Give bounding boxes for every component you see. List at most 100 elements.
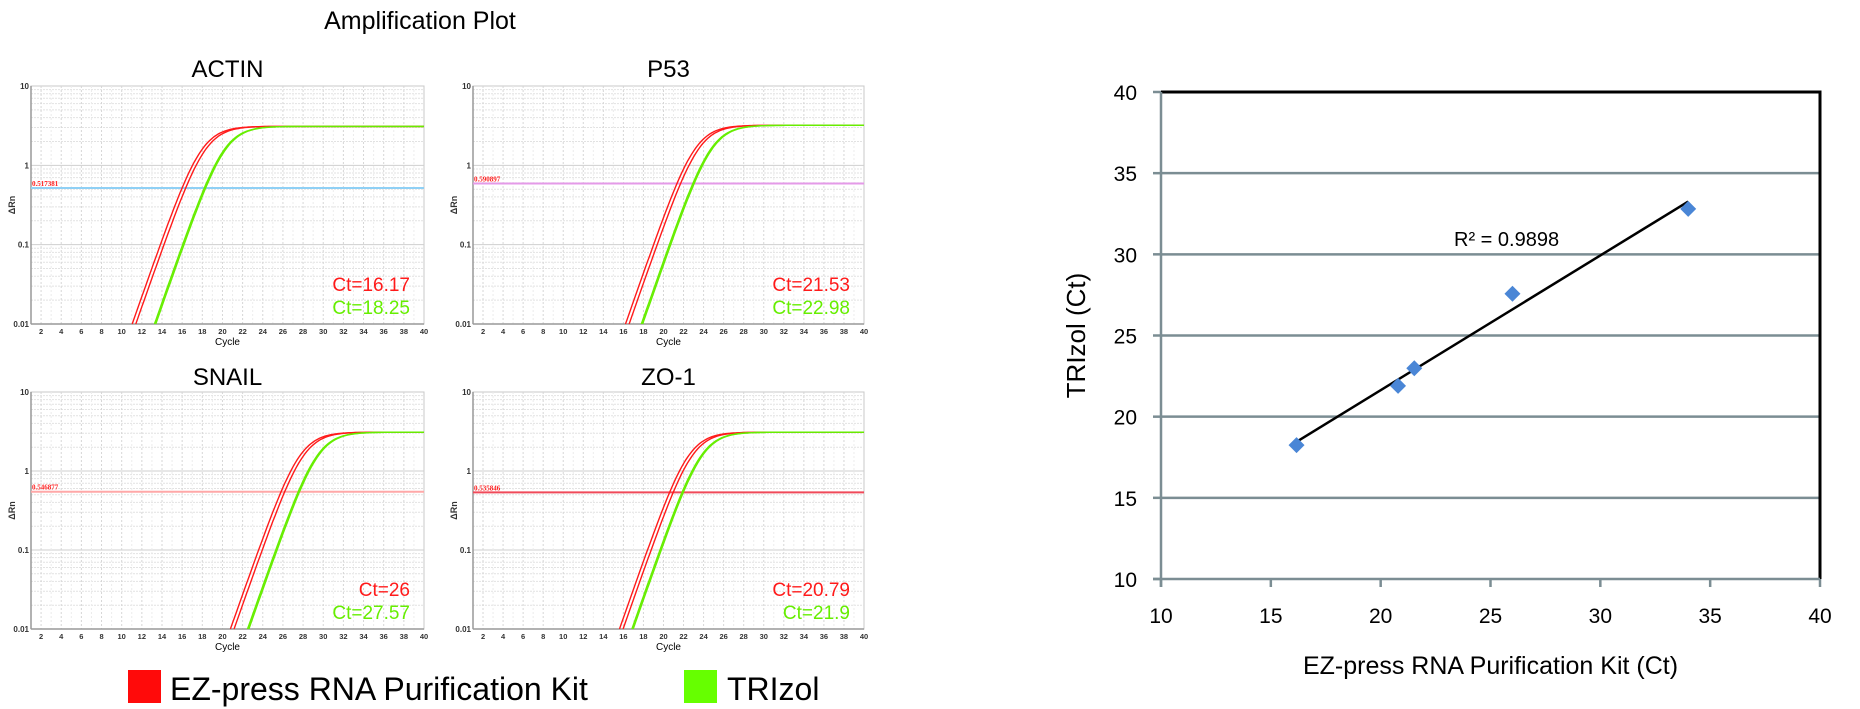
x-tick-label: 30 (760, 632, 768, 641)
x-tick-label: 14 (158, 327, 167, 336)
ct-label-trizol: Ct=18.25 (332, 298, 410, 319)
y-tick-label: 0.01 (13, 625, 29, 634)
y-axis-label: ΔRn (7, 196, 17, 214)
x-tick-label: 10 (118, 632, 126, 641)
x-axis-label: Cycle (656, 337, 681, 348)
data-point (1390, 377, 1407, 394)
legend-label-ez-press: EZ-press RNA Purification Kit (170, 671, 588, 707)
x-tick-label: 4 (501, 632, 506, 641)
amplification-curve-trizol-rep2 (642, 124, 864, 325)
x-tick-label: 24 (259, 632, 268, 641)
y-axis-label: ΔRn (449, 501, 459, 519)
x-tick-label: 36 (820, 327, 828, 336)
x-tick-label: 18 (639, 327, 647, 336)
y-axis-label: ΔRn (449, 196, 459, 214)
y-tick-label: 1 (467, 467, 472, 476)
x-tick-label: 38 (400, 632, 408, 641)
x-tick-label: 28 (299, 327, 307, 336)
ct-label-ez-press-rna-purification-kit: Ct=21.53 (772, 275, 850, 296)
y-tick-label: 10 (20, 82, 29, 91)
x-tick-label: 34 (800, 632, 809, 641)
x-tick-label: 12 (138, 632, 146, 641)
y-tick-label: 10 (462, 388, 471, 397)
x-tick-label: 40 (1808, 605, 1831, 628)
y-tick-label: 1 (25, 161, 30, 170)
y-tick-label: 0.01 (455, 625, 471, 634)
x-tick-label: 18 (198, 632, 206, 641)
x-tick-label: 4 (501, 327, 506, 336)
ct-label-ez-press-rna-purification-kit: Ct=26 (359, 580, 410, 601)
y-tick-label: 10 (1114, 569, 1137, 592)
x-tick-label: 28 (299, 632, 307, 641)
x-tick-label: 20 (1369, 605, 1392, 628)
x-tick-label: 10 (118, 327, 126, 336)
x-tick-label: 36 (380, 327, 388, 336)
plot-area (30, 391, 425, 630)
scatter-chart: 10 15 20 25 30 35 40 10 15 20 25 30 35 40 R² = 0.9898 E… (1061, 82, 1832, 680)
x-tick-label: 20 (218, 632, 226, 641)
grid (31, 86, 424, 324)
ct-label-trizol: Ct=21.9 (783, 603, 850, 624)
x-tick-label: 4 (59, 632, 64, 641)
x-tick-label: 22 (679, 327, 687, 336)
data-point (1504, 285, 1521, 302)
plot-area (30, 85, 425, 325)
x-axis-label: Cycle (656, 642, 681, 653)
ct-label-ez-press-rna-purification-kit: Ct=16.17 (332, 275, 410, 296)
x-tick-label: 26 (719, 632, 727, 641)
threshold-label: 0.517381 (32, 180, 59, 188)
trendline (1295, 200, 1689, 443)
x-tick-label: 10 (559, 632, 567, 641)
legend: EZ-press RNA Purification Kit TRIzol (128, 670, 819, 707)
x-tick-label: 38 (840, 632, 848, 641)
x-tick-label: 25 (1479, 605, 1502, 628)
grid (31, 392, 424, 629)
x-tick-label: 2 (39, 632, 43, 641)
y-axis-label: ΔRn (7, 501, 17, 519)
x-tick-label: 15 (1259, 605, 1282, 628)
y-tick-label: 1 (25, 467, 30, 476)
x-tick-label: 32 (780, 632, 788, 641)
x-tick-label: 38 (400, 327, 408, 336)
legend-label-trizol: TRIzol (727, 671, 819, 707)
y-tick-label: 40 (1114, 82, 1137, 105)
x-tick-label: 16 (178, 327, 186, 336)
x-tick-label: 12 (579, 632, 587, 641)
x-tick-label: 30 (319, 632, 327, 641)
x-tick-label: 26 (719, 327, 727, 336)
ct-label-trizol: Ct=22.98 (772, 298, 850, 319)
x-tick-label: 30 (760, 327, 768, 336)
y-tick-label: 0.1 (460, 241, 472, 250)
legend-swatch-trizol (684, 670, 717, 703)
ct-label-ez-press-rna-purification-kit: Ct=20.79 (772, 580, 850, 601)
x-tick-label: 2 (481, 327, 485, 336)
x-tick-label: 40 (420, 632, 428, 641)
x-tick-label: 8 (99, 327, 103, 336)
x-tick-label: 6 (521, 632, 525, 641)
x-tick-label: 16 (178, 632, 186, 641)
y-axis-title: TRIzol (Ct) (1061, 273, 1091, 399)
x-tick-label: 22 (238, 327, 246, 336)
amplification-curve-trizol-rep2 (632, 431, 864, 630)
x-tick-label: 16 (619, 327, 627, 336)
y-tick-label: 10 (20, 388, 29, 397)
x-tick-label: 14 (158, 632, 167, 641)
y-tick-label: 0.1 (460, 546, 472, 555)
y-tick-label: 0.01 (13, 320, 29, 329)
x-tick-label: 12 (579, 327, 587, 336)
x-axis-label: Cycle (215, 642, 240, 653)
x-tick-label: 10 (1149, 605, 1172, 628)
x-tick-label: 40 (860, 632, 868, 641)
x-tick-label: 20 (218, 327, 226, 336)
y-tick-label: 0.1 (18, 546, 30, 555)
x-tick-label: 35 (1698, 605, 1721, 628)
panel-title: ZO-1 (641, 364, 696, 391)
threshold-label: 0.546877 (32, 484, 59, 492)
figure-title: Amplification Plot (324, 7, 516, 35)
y-tick-label: 25 (1114, 326, 1137, 349)
x-tick-label: 24 (259, 327, 268, 336)
x-tick-label: 24 (699, 632, 708, 641)
